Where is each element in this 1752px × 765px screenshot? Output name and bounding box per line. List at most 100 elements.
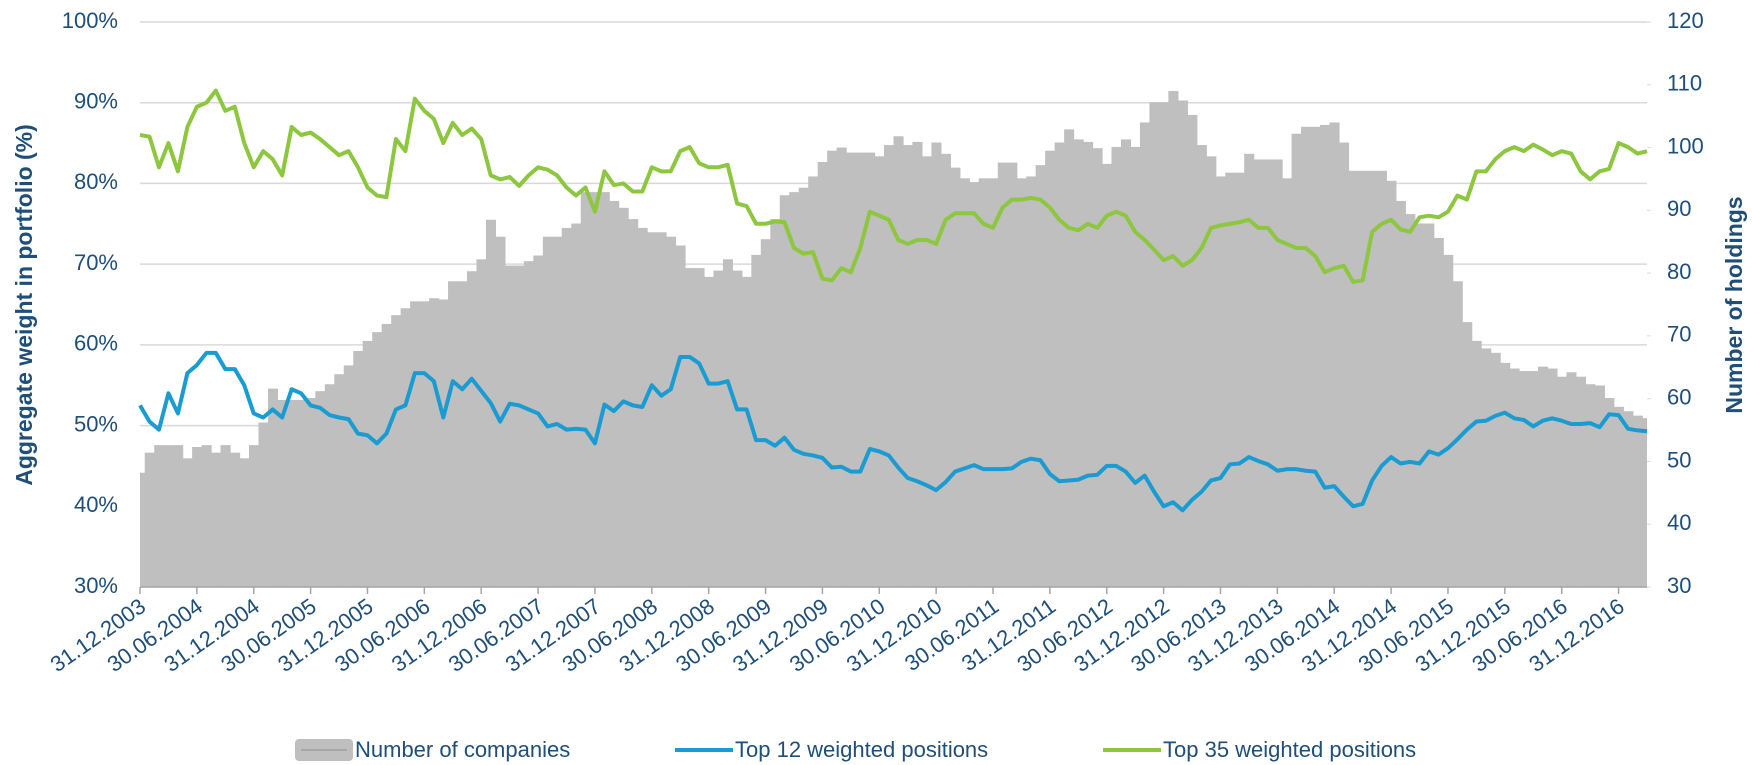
y2-tick-label: 60 [1667,384,1691,409]
bar [296,399,307,587]
bar [220,445,231,587]
bar [173,445,184,587]
bar [1481,348,1492,587]
bar [713,270,724,587]
lines [138,88,1648,513]
y-axis-title: Aggregate weight in portfolio (%) [11,124,37,486]
y2-tick-label: 110 [1667,71,1702,96]
bar [1282,178,1293,587]
bar [1064,129,1075,587]
bar [1395,200,1406,587]
bar [353,350,364,587]
bar [940,153,951,587]
bar [865,152,876,587]
y2-tick-label: 70 [1667,322,1691,347]
bar [381,323,392,587]
bar [419,301,430,587]
bar [267,388,279,587]
bar [495,236,506,587]
bar [675,245,686,587]
bar [1045,150,1056,587]
bar [855,152,866,587]
bar [201,445,212,587]
bar [1102,163,1113,587]
bar [372,332,383,587]
bar [514,265,525,587]
bar [1177,100,1188,587]
bar [808,176,819,587]
bar [230,452,241,587]
bar [1168,91,1179,587]
bar [1301,126,1312,587]
bar [656,232,667,587]
bar [1405,214,1416,587]
bar [1367,170,1378,587]
bar [140,472,146,587]
y2-tick-label: 100 [1667,133,1704,158]
y-tick-label: 90% [74,89,118,114]
bar [1556,376,1568,587]
bar [1623,411,1634,587]
bar [410,301,421,587]
bar [666,236,677,587]
bar [618,207,629,587]
bar [647,232,658,587]
y-tick-label: 100% [62,8,118,33]
bar [1263,159,1274,587]
y-tick-label: 30% [74,573,118,598]
bar [1272,159,1283,587]
bar [552,236,563,587]
bar [1310,126,1321,587]
y2-tick-label: 90 [1667,196,1691,221]
bar [684,268,696,587]
bar [1054,142,1065,587]
bar [1575,376,1586,587]
bar [571,223,582,587]
bar [1225,172,1236,587]
bar [978,178,989,587]
line [139,88,1648,284]
bar [1519,371,1530,587]
bar [997,162,1008,587]
bar [988,178,999,587]
bar [1196,145,1207,587]
bar [1007,162,1018,587]
bar [1187,114,1198,587]
bar [884,145,895,587]
bar [182,458,193,587]
bar [1452,281,1463,587]
bar [628,219,639,587]
bar [817,161,828,587]
bar [798,187,809,587]
bar [722,259,733,587]
bar [1585,384,1596,587]
bar [1206,156,1217,587]
bar [476,259,487,587]
bar [950,167,961,587]
bar [1433,237,1444,587]
y2-axis-title: Number of holdings [1721,196,1747,413]
legend: Number of companies Top 12 weighted posit… [295,737,1416,762]
bar [1424,223,1435,587]
bar [694,268,705,587]
bar [1026,176,1037,587]
bar [1538,366,1549,587]
bar [921,156,933,587]
bar [1253,159,1264,587]
legend-label: Top 35 weighted positions [1163,737,1416,762]
bar [504,265,515,587]
bar [580,192,591,587]
bar [902,145,914,587]
bar [1329,122,1340,587]
bar [1149,102,1160,587]
bar [1338,142,1350,587]
legend-label: Number of companies [355,737,570,762]
bar [1348,170,1359,587]
bar [286,399,297,587]
bar [457,281,468,587]
bar [258,422,269,587]
bar [836,147,847,587]
bar [533,255,544,587]
bar [192,447,203,587]
